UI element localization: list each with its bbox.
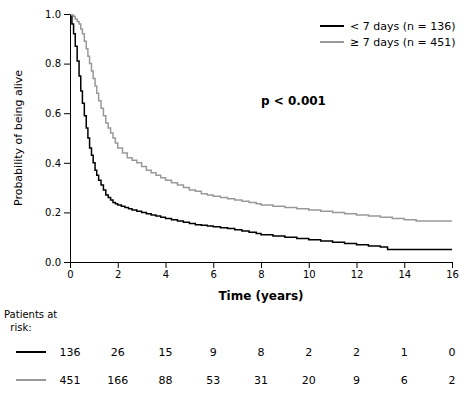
y-tick: 1.0	[45, 9, 70, 20]
y-tick-label: 0.2	[45, 207, 61, 218]
y-tick-label: 0.6	[45, 108, 61, 119]
legend-swatch	[320, 25, 344, 27]
annotation: p < 0.001	[261, 94, 326, 108]
y-axis-title: Probability of being alive	[12, 70, 25, 206]
risk-count: 8	[258, 346, 265, 359]
risk-count: 9	[210, 346, 217, 359]
risk-count: 88	[159, 374, 173, 387]
risk-count: 0	[449, 346, 456, 359]
x-tick-label: 6	[211, 269, 217, 280]
x-tick-label: 4	[163, 269, 169, 280]
x-tick-mark	[404, 262, 405, 268]
y-tick-mark	[64, 163, 70, 164]
y-axis: 0.0 0.2 0.4 0.6 0.8 1.0	[45, 9, 70, 268]
y-tick: 0.0	[45, 257, 70, 268]
series-group	[70, 14, 452, 250]
x-tick-label: 14	[398, 269, 411, 280]
y-tick-label: 0.4	[45, 158, 61, 169]
risk-count: 26	[111, 346, 125, 359]
x-tick: 2	[115, 262, 121, 280]
risk-count: 2	[305, 346, 312, 359]
x-axis-line	[71, 263, 453, 269]
risk-table-label: Patients at	[4, 309, 57, 320]
legend-entry: < 7 days (n = 136)	[320, 20, 455, 33]
x-tick: 4	[163, 262, 169, 280]
x-tick-mark	[213, 262, 214, 268]
y-tick-label: 0.0	[45, 257, 61, 268]
y-tick: 0.8	[45, 58, 70, 69]
plot: 0 2 4 6 8 10 12 14 16 0.0 0.2 0.4 0.6 0.8 1.0 < 7 days …	[45, 9, 459, 280]
risk-count: 2	[353, 346, 360, 359]
y-tick-mark	[64, 212, 70, 213]
x-tick: 6	[211, 262, 217, 280]
risk-count: 6	[401, 374, 408, 387]
risk-row-swatch	[16, 379, 46, 381]
y-tick-mark	[64, 262, 70, 263]
y-tick-mark	[64, 64, 70, 65]
x-tick: 8	[258, 262, 264, 280]
legend: < 7 days (n = 136) ≥ 7 days (n = 451)	[320, 20, 455, 49]
y-tick: 0.2	[45, 207, 70, 218]
x-tick: 16	[446, 262, 459, 280]
risk-row-swatch	[16, 351, 46, 353]
y-tick-label: 1.0	[45, 9, 61, 20]
x-tick-label: 10	[303, 269, 316, 280]
x-tick-mark	[309, 262, 310, 268]
risk-table: Patients at risk:13626159822104511668853…	[4, 309, 456, 387]
survival-curve	[70, 14, 452, 250]
y-tick-mark	[64, 113, 70, 114]
risk-count: 15	[159, 346, 173, 359]
x-tick-label: 12	[351, 269, 364, 280]
x-tick-mark	[261, 262, 262, 268]
x-tick-mark	[118, 262, 119, 268]
y-axis-line	[64, 15, 71, 263]
legend-label: ≥ 7 days (n = 451)	[350, 36, 455, 49]
x-tick: 0	[67, 262, 73, 280]
x-tick: 12	[351, 262, 364, 280]
chart: 02468101214160.00.20.40.60.81.0< 7 days …	[0, 0, 474, 416]
x-tick: 10	[303, 262, 316, 280]
risk-count: 2	[449, 374, 456, 387]
x-tick-label: 8	[258, 269, 264, 280]
risk-count: 9	[353, 374, 360, 387]
risk-count: 451	[60, 374, 81, 387]
legend-entry: ≥ 7 days (n = 451)	[320, 36, 455, 49]
legend-label: < 7 days (n = 136)	[350, 20, 455, 33]
risk-count: 53	[206, 374, 220, 387]
risk-table-label: risk:	[4, 322, 32, 333]
risk-count: 20	[302, 374, 316, 387]
x-tick-mark	[166, 262, 167, 268]
x-tick-label: 2	[115, 269, 121, 280]
x-tick-mark	[452, 262, 453, 268]
risk-count: 166	[107, 374, 128, 387]
risk-count: 1	[401, 346, 408, 359]
x-tick-mark	[357, 262, 358, 268]
risk-count: 31	[254, 374, 268, 387]
legend-swatch	[320, 41, 344, 43]
x-axis-title: Time (years)	[218, 289, 303, 303]
y-tick: 0.4	[45, 158, 70, 169]
y-tick: 0.6	[45, 108, 70, 119]
y-tick-mark	[64, 14, 70, 15]
risk-count: 136	[60, 346, 81, 359]
x-axis: 0 2 4 6 8 10 12 14 16	[67, 262, 459, 280]
x-tick-label: 0	[67, 269, 73, 280]
y-tick-label: 0.8	[45, 58, 61, 69]
x-tick: 14	[398, 262, 411, 280]
x-tick-label: 16	[446, 269, 459, 280]
